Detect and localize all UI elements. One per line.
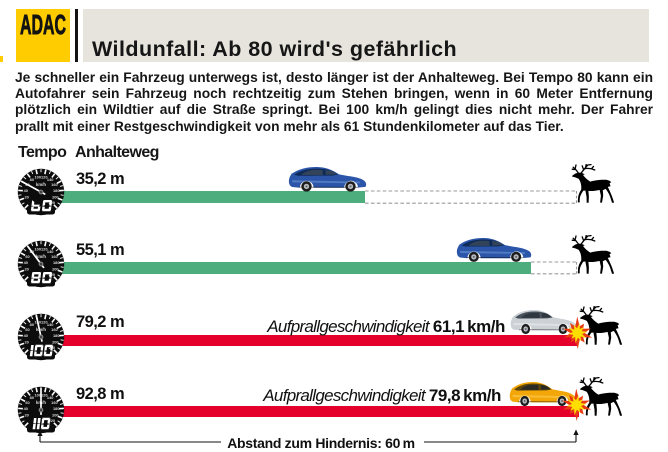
svg-text:80: 80 bbox=[30, 177, 34, 182]
svg-text:ADAC: ADAC bbox=[20, 9, 66, 40]
svg-text:20: 20 bbox=[24, 413, 28, 418]
svg-text:80: 80 bbox=[30, 322, 34, 327]
svg-text:20: 20 bbox=[24, 195, 28, 200]
svg-text:160: 160 bbox=[51, 327, 58, 332]
svg-text:200: 200 bbox=[52, 413, 59, 418]
svg-text:100: 100 bbox=[35, 174, 42, 179]
svg-text:140: 140 bbox=[47, 249, 54, 254]
svg-text:km/h: km/h bbox=[36, 254, 46, 259]
svg-text:200: 200 bbox=[52, 340, 59, 345]
svg-text:100: 100 bbox=[35, 246, 42, 251]
svg-text:100: 100 bbox=[35, 392, 42, 397]
svg-text:40: 40 bbox=[24, 333, 28, 338]
svg-text:200: 200 bbox=[52, 267, 59, 272]
svg-text:180: 180 bbox=[53, 406, 60, 411]
svg-text:120: 120 bbox=[41, 392, 48, 397]
svg-text:160: 160 bbox=[51, 254, 58, 259]
svg-text:220: 220 bbox=[49, 418, 56, 423]
svg-text:km/h: km/h bbox=[36, 182, 46, 187]
svg-text:120: 120 bbox=[41, 174, 48, 179]
svg-text:180: 180 bbox=[53, 260, 60, 265]
svg-text:20: 20 bbox=[24, 340, 28, 345]
svg-text:200: 200 bbox=[52, 195, 59, 200]
svg-text:40: 40 bbox=[24, 188, 28, 193]
svg-text:160: 160 bbox=[51, 400, 58, 405]
svg-text:40: 40 bbox=[24, 260, 28, 265]
svg-text:180: 180 bbox=[53, 333, 60, 338]
svg-text:60: 60 bbox=[25, 327, 29, 332]
svg-text:40: 40 bbox=[24, 406, 28, 411]
svg-text:140: 140 bbox=[47, 177, 54, 182]
svg-text:120: 120 bbox=[41, 246, 48, 251]
svg-text:120: 120 bbox=[41, 319, 48, 324]
svg-text:20: 20 bbox=[24, 267, 28, 272]
svg-text:140: 140 bbox=[47, 395, 54, 400]
svg-text:180: 180 bbox=[53, 188, 60, 193]
svg-text:60: 60 bbox=[25, 400, 29, 405]
svg-text:km/h: km/h bbox=[36, 327, 46, 332]
svg-text:140: 140 bbox=[47, 322, 54, 327]
svg-text:60: 60 bbox=[25, 254, 29, 259]
svg-text:80: 80 bbox=[30, 395, 34, 400]
svg-text:160: 160 bbox=[51, 182, 58, 187]
